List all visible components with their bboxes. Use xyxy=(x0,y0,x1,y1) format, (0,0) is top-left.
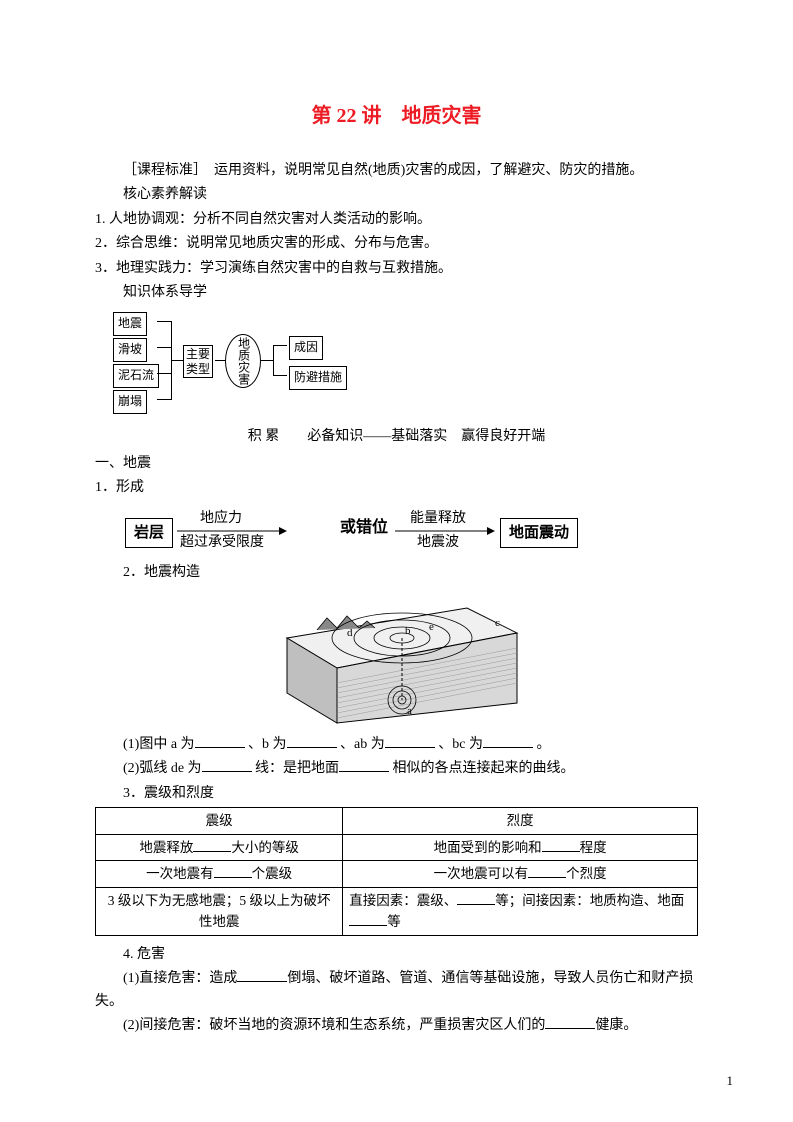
formation-top1: 地应力 xyxy=(200,508,242,530)
subsection-1-2: 2．地震构造 xyxy=(95,562,698,584)
q1-text-d: 、bc 为 xyxy=(438,737,483,752)
core-header: 核心素养解读 xyxy=(95,184,698,206)
harm1-text-a: (1)直接危害：造成 xyxy=(123,971,237,986)
table-header-intensity: 烈度 xyxy=(343,808,698,835)
accumulate-line: 积 累 必备知识——基础落实 赢得良好开端 xyxy=(95,426,698,448)
page-title: 第 22 讲 地质灾害 xyxy=(95,100,698,132)
blank-input[interactable] xyxy=(202,758,252,772)
cell-text: 一次地震有 xyxy=(146,866,214,881)
cell-text: 程度 xyxy=(580,840,607,855)
table-row: 一次地震有 个震级 一次地震可以有 个烈度 xyxy=(96,861,698,888)
table-row: 地震释放 大小的等级 地面受到的影响和 程度 xyxy=(96,834,698,861)
table-row: 震级 烈度 xyxy=(96,808,698,835)
blank-input[interactable] xyxy=(483,734,533,748)
table-cell: 3 级以下为无感地震；5 级以上为破坏性地震 xyxy=(96,887,343,935)
formation-box-shake: 地面震动 xyxy=(500,518,578,548)
svg-text:e: e xyxy=(429,621,434,633)
svg-text:d: d xyxy=(347,627,353,639)
cell-text: 个震级 xyxy=(252,866,293,881)
concept-diagram: 地震 滑坡 泥石流 崩塌 主要 类型 地质灾害 成因 防避措施 xyxy=(113,312,383,412)
cell-text: 个烈度 xyxy=(566,866,607,881)
blank-input[interactable] xyxy=(193,838,231,852)
q2-text-b: 线：是把地面 xyxy=(255,761,339,776)
cell-text: 直接因素：震级、 xyxy=(349,893,457,908)
table-cell: 直接因素：震级、 等；间接因素：地质构造、地面等 xyxy=(343,887,698,935)
cell-text: 地震释放 xyxy=(139,840,193,855)
core-p3: 3．地理实践力：学习演练自然灾害中的自救与互救措施。 xyxy=(95,258,698,280)
concept-type-label: 主要 类型 xyxy=(183,345,213,378)
course-standard: ［课程标准］ 运用资料，说明常见自然(地质)灾害的成因，了解避灾、防灾的措施。 xyxy=(95,160,698,182)
core-p2: 2．综合思维：说明常见地质灾害的形成、分布与危害。 xyxy=(95,233,698,255)
subsection-1-3: 3．震级和烈度 xyxy=(95,783,698,805)
magnitude-intensity-table: 震级 烈度 地震释放 大小的等级 地面受到的影响和 程度 一次地震有 个震级 一次地震… xyxy=(95,807,698,936)
cell-text: 等 xyxy=(387,914,401,929)
question-2: (2)弧线 de 为 线：是把地面 相似的各点连接起来的曲线。 xyxy=(95,758,698,780)
core-p1: 1. 人地协调观：分析不同自然灾害对人类活动的影响。 xyxy=(95,209,698,231)
svg-text:a: a xyxy=(407,705,412,717)
concept-box-earthquake: 地震 xyxy=(113,312,147,335)
cell-text: 等；间接因素：地质构造、地面 xyxy=(495,893,684,908)
cell-text: 地面受到的影响和 xyxy=(434,840,542,855)
formation-box-rock: 岩层 xyxy=(125,518,173,548)
harm2-text-a: (2)间接危害：破坏当地的资源环境和生态系统，严重损害灾区人们的 xyxy=(123,1018,545,1033)
knowledge-header: 知识体系导学 xyxy=(95,282,698,304)
subsection-1-4: 4. 危害 xyxy=(95,944,698,966)
q1-text-c: 、ab 为 xyxy=(340,737,385,752)
question-1: (1)图中 a 为 、b 为 、ab 为 、bc 为 。 xyxy=(95,734,698,756)
svg-text:b: b xyxy=(405,625,411,637)
blank-input[interactable] xyxy=(195,734,245,748)
earthquake-structure-diagram: a b c d e xyxy=(267,588,527,728)
q1-text-e: 。 xyxy=(536,737,550,752)
blank-input[interactable] xyxy=(349,912,387,926)
harm-2: (2)间接危害：破坏当地的资源环境和生态系统，严重损害灾区人们的 健康。 xyxy=(95,1015,698,1037)
concept-box-debrisflow: 泥石流 xyxy=(113,364,159,387)
cell-text: 大小的等级 xyxy=(231,840,299,855)
formation-mid: 或错位 xyxy=(340,515,388,541)
formation-top2: 能量释放 xyxy=(410,508,466,530)
blank-input[interactable] xyxy=(385,734,435,748)
concept-center-oval: 地质灾害 xyxy=(225,334,261,388)
blank-input[interactable] xyxy=(214,864,252,878)
table-cell: 一次地震可以有 个烈度 xyxy=(343,861,698,888)
blank-input[interactable] xyxy=(545,1015,595,1029)
svg-text:c: c xyxy=(495,617,500,629)
page-number: 1 xyxy=(727,1071,734,1092)
formation-bot2: 地震波 xyxy=(417,532,459,554)
cell-text: 一次地震可以有 xyxy=(434,866,529,881)
blank-input[interactable] xyxy=(237,968,287,982)
q1-text-b: 、b 为 xyxy=(248,737,287,752)
q2-text-c: 相似的各点连接起来的曲线。 xyxy=(393,761,575,776)
subsection-1-1: 1．形成 xyxy=(95,477,698,499)
blank-input[interactable] xyxy=(339,758,389,772)
harm-1: (1)直接危害：造成倒塌、破坏道路、管道、通信等基础设施，导致人员伤亡和财产损失… xyxy=(95,968,698,1013)
blank-input[interactable] xyxy=(287,734,337,748)
formation-bot1: 超过承受限度 xyxy=(180,532,264,554)
table-row: 3 级以下为无感地震；5 级以上为破坏性地震 直接因素：震级、 等；间接因素：地质… xyxy=(96,887,698,935)
table-cell: 地面受到的影响和 程度 xyxy=(343,834,698,861)
concept-box-collapse: 崩塌 xyxy=(113,390,147,413)
blank-input[interactable] xyxy=(528,864,566,878)
harm2-text-b: 健康。 xyxy=(595,1018,637,1033)
table-cell: 地震释放 大小的等级 xyxy=(96,834,343,861)
concept-right-measure: 防避措施 xyxy=(289,366,347,389)
q2-text-a: (2)弧线 de 为 xyxy=(123,761,202,776)
section-1-heading: 一、地震 xyxy=(95,453,698,475)
q1-text-a: (1)图中 a 为 xyxy=(123,737,195,752)
table-header-magnitude: 震级 xyxy=(96,808,343,835)
blank-input[interactable] xyxy=(457,891,495,905)
concept-box-landslide: 滑坡 xyxy=(113,338,147,361)
blank-input[interactable] xyxy=(542,838,580,852)
table-cell: 一次地震有 个震级 xyxy=(96,861,343,888)
formation-diagram: 岩层 地应力 超过承受限度 或错位 能量释放 地震波 地面震动 xyxy=(125,506,625,556)
concept-right-cause: 成因 xyxy=(289,336,323,359)
